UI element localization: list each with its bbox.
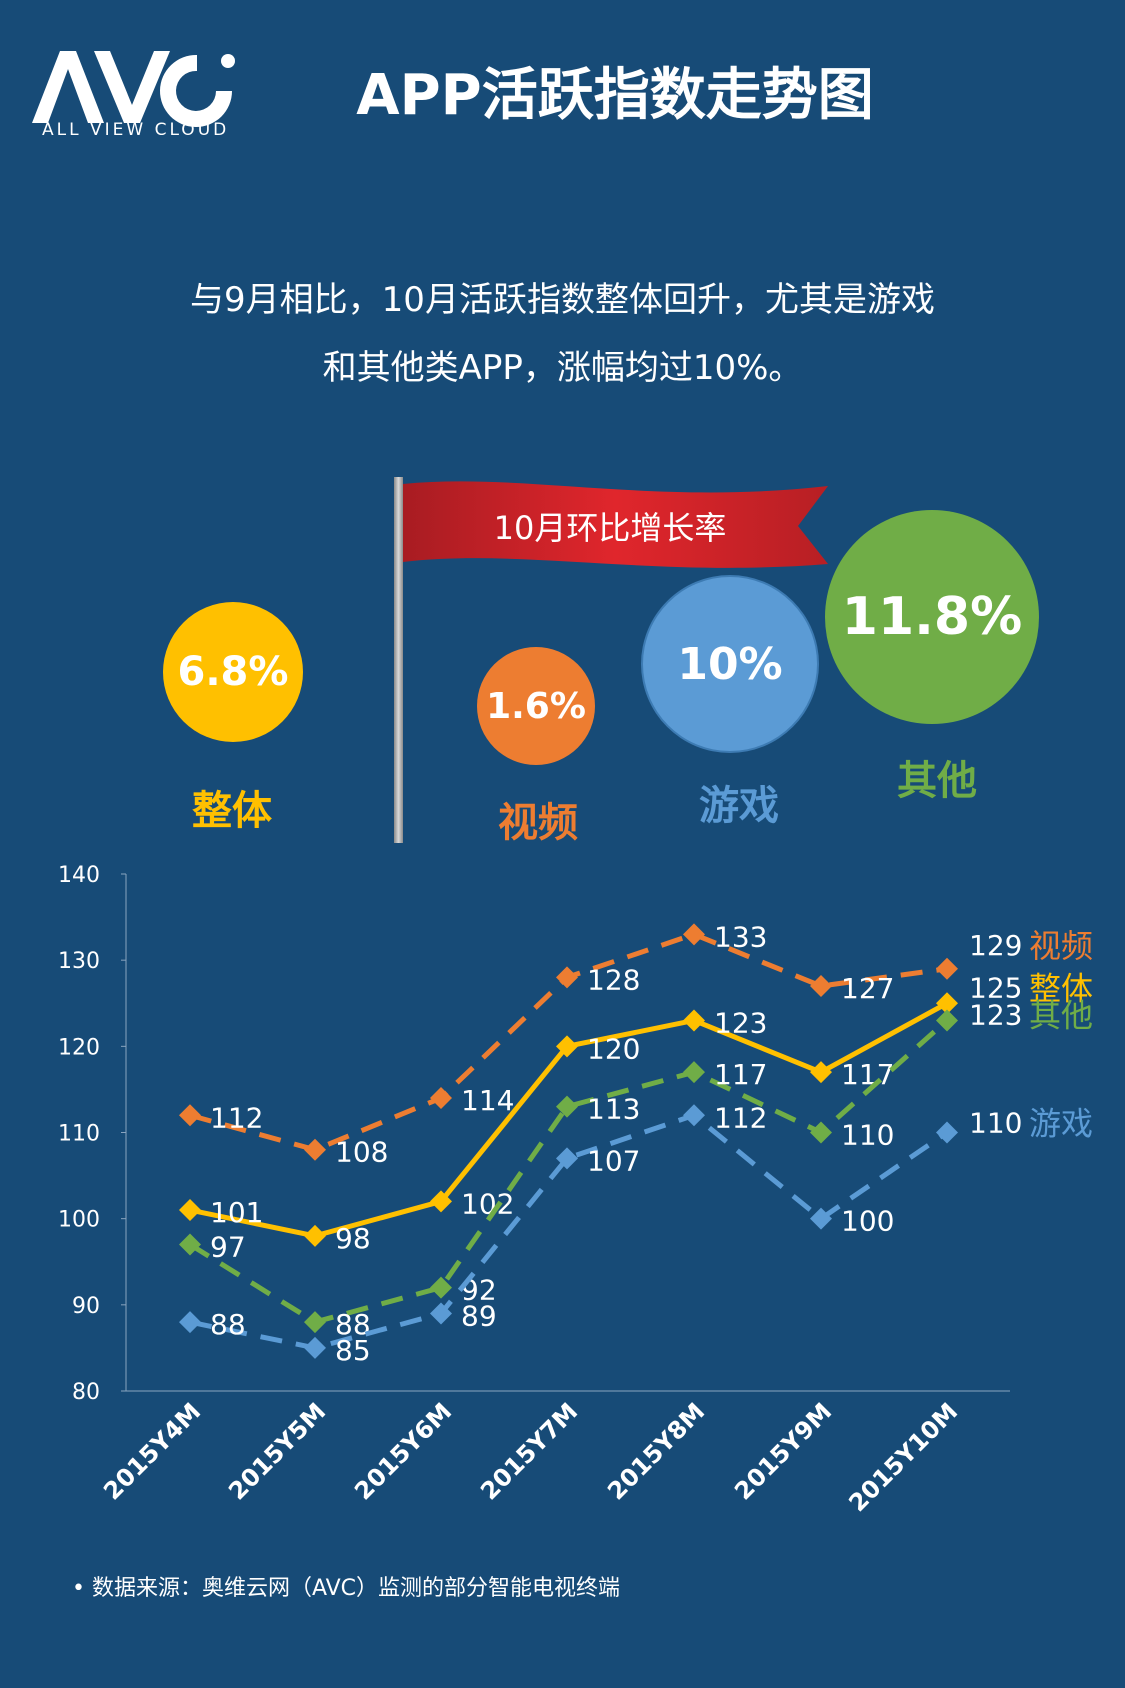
data-point <box>304 1311 326 1334</box>
data-point <box>683 1104 705 1127</box>
avc-logo <box>32 51 235 127</box>
data-label: 120 <box>587 1032 640 1065</box>
data-point <box>556 966 578 989</box>
x-tick-label: 2015Y10M <box>843 1397 963 1517</box>
data-label: 112 <box>210 1101 263 1134</box>
data-label: 97 <box>210 1231 246 1264</box>
data-point <box>810 975 832 998</box>
data-point <box>810 1121 832 1144</box>
series-name-label: 视频 <box>1029 927 1093 965</box>
data-point <box>810 1061 832 1084</box>
y-tick-label: 90 <box>72 1294 100 1319</box>
data-point <box>179 1233 201 1256</box>
data-point <box>810 1207 832 1230</box>
growth-circle-video: 1.6% <box>477 647 595 765</box>
data-label: 123 <box>714 1006 767 1039</box>
data-label: 110 <box>969 1107 1022 1140</box>
data-label: 88 <box>335 1308 371 1341</box>
y-tick-label: 80 <box>72 1380 100 1405</box>
y-tick-label: 130 <box>58 949 100 974</box>
data-label: 112 <box>714 1101 767 1134</box>
y-tick-label: 110 <box>58 1122 100 1147</box>
data-label: 102 <box>461 1187 514 1220</box>
data-label: 133 <box>714 920 767 953</box>
data-point <box>304 1336 326 1359</box>
series-name-label: 整体 <box>1029 969 1093 1007</box>
data-point <box>430 1190 452 1213</box>
data-label: 125 <box>969 971 1022 1004</box>
y-tick-label: 100 <box>58 1208 100 1233</box>
data-point <box>179 1199 201 1222</box>
data-point <box>430 1302 452 1325</box>
data-label: 110 <box>841 1119 894 1152</box>
flag-banner <box>403 481 828 568</box>
data-label: 127 <box>841 972 894 1005</box>
data-point <box>556 1147 578 1170</box>
data-point <box>936 957 958 980</box>
data-label: 107 <box>587 1144 640 1177</box>
y-tick-label: 140 <box>58 863 100 888</box>
data-point <box>683 1009 705 1032</box>
summary-line-1: 与9月相比，10月活跃指数整体回升，尤其是游戏 <box>190 280 935 320</box>
data-label: 117 <box>841 1058 894 1091</box>
growth-label-other: 其他 <box>897 758 977 804</box>
footnote: • 数据来源：奥维云网（AVC）监测的部分智能电视终端 <box>72 1576 621 1601</box>
growth-value: 11.8% <box>841 587 1023 647</box>
x-tick-label: 2015Y8M <box>602 1397 710 1505</box>
data-label: 101 <box>210 1196 263 1229</box>
data-point <box>179 1104 201 1127</box>
flag-label: 10月环比增长率 <box>493 509 727 547</box>
page-title: APP活跃指数走势图 <box>356 63 874 128</box>
growth-value: 10% <box>677 638 783 690</box>
x-tick-label: 2015Y9M <box>729 1397 837 1505</box>
x-tick-label: 2015Y5M <box>223 1397 331 1505</box>
x-tick-label: 2015Y4M <box>98 1397 206 1505</box>
logo-subtitle: ALL VIEW CLOUD <box>42 120 230 140</box>
data-label: 88 <box>210 1308 246 1341</box>
data-point <box>430 1276 452 1299</box>
data-label: 128 <box>587 963 640 996</box>
growth-circle-overall: 6.8% <box>163 602 303 742</box>
data-point <box>936 1121 958 1144</box>
data-point <box>556 1035 578 1058</box>
y-tick-label: 120 <box>58 1035 100 1060</box>
data-label: 100 <box>841 1205 894 1238</box>
data-point <box>936 1009 958 1032</box>
line-chart: 80 90 100 110 120 130 140 2015Y4M 2015Y5M 2015Y6M… <box>58 863 1093 1517</box>
series-name-label: 游戏 <box>1029 1105 1093 1143</box>
data-point <box>304 1224 326 1247</box>
data-label: 89 <box>461 1299 497 1332</box>
flag-pole <box>394 477 403 843</box>
data-point <box>304 1138 326 1161</box>
data-label: 123 <box>969 998 1022 1031</box>
growth-label-video: 视频 <box>498 800 578 846</box>
growth-value: 1.6% <box>486 685 586 727</box>
data-label: 98 <box>335 1222 371 1255</box>
data-label: 108 <box>335 1136 388 1169</box>
data-label: 85 <box>335 1334 371 1367</box>
data-label: 129 <box>969 929 1022 962</box>
data-label: 114 <box>461 1084 514 1117</box>
growth-label-game: 游戏 <box>699 783 779 829</box>
summary-line-2: 和其他类APP，涨幅均过10%。 <box>322 348 803 388</box>
data-point <box>430 1087 452 1110</box>
data-label: 117 <box>714 1058 767 1091</box>
series-name-label: 其他 <box>1029 996 1093 1034</box>
data-point <box>683 923 705 946</box>
data-point <box>936 992 958 1015</box>
x-tick-label: 2015Y6M <box>349 1397 457 1505</box>
data-point <box>556 1095 578 1118</box>
data-label: 113 <box>587 1093 640 1126</box>
growth-circle-game: 10% <box>643 577 817 751</box>
x-tick-label: 2015Y7M <box>475 1397 583 1505</box>
growth-circle-other: 11.8% <box>825 510 1039 724</box>
data-point <box>179 1311 201 1334</box>
growth-label-overall: 整体 <box>192 788 272 834</box>
growth-value: 6.8% <box>177 649 289 695</box>
data-point <box>683 1061 705 1084</box>
